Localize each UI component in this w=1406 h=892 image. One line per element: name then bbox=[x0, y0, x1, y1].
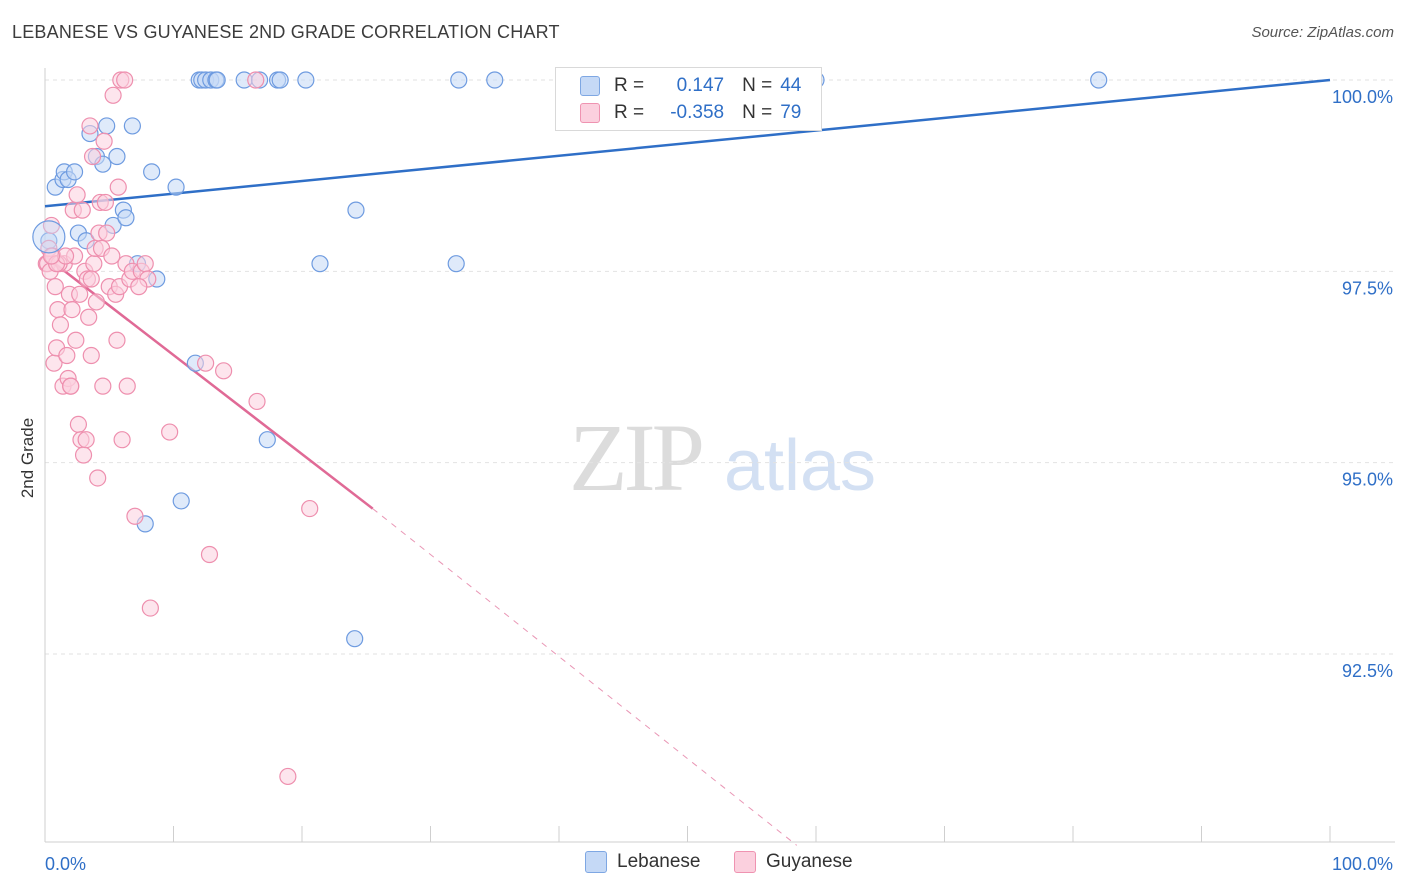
guyanese-point bbox=[96, 193, 114, 212]
guyanese-point bbox=[247, 71, 265, 89]
guyanese-trend-extension bbox=[372, 508, 798, 846]
guyanese-point bbox=[103, 247, 121, 265]
lebanese-point bbox=[208, 71, 226, 89]
legend-item-guyanese[interactable]: Guyanese bbox=[734, 851, 853, 873]
guyanese-point bbox=[67, 331, 85, 349]
guyanese-point bbox=[109, 178, 127, 196]
legend-row-guyanese: R = -0.358 N = 79 bbox=[580, 100, 801, 126]
lebanese-point bbox=[108, 147, 126, 166]
lebanese-point bbox=[143, 163, 161, 181]
x-tick-label: 0.0% bbox=[45, 854, 86, 874]
guyanese-point bbox=[301, 499, 319, 518]
guyanese-point bbox=[215, 362, 233, 380]
r-label: R = bbox=[614, 75, 645, 96]
lebanese-point bbox=[297, 71, 315, 89]
n-label: N = bbox=[742, 75, 773, 96]
lebanese-point bbox=[271, 71, 289, 89]
guyanese-point bbox=[77, 431, 95, 449]
lebanese-point bbox=[346, 630, 364, 648]
chart-title: LEBANESE VS GUYANESE 2ND GRADE CORRELATI… bbox=[12, 22, 560, 42]
guyanese-point bbox=[108, 331, 126, 349]
guyanese-point bbox=[71, 285, 89, 303]
guyanese-point bbox=[248, 392, 266, 411]
lebanese-point bbox=[172, 492, 190, 510]
y-tick-label: 97.5% bbox=[1342, 278, 1393, 298]
guyanese-point bbox=[63, 301, 81, 319]
lebanese-point bbox=[32, 220, 66, 254]
guyanese-point bbox=[136, 255, 154, 273]
guyanese-point bbox=[113, 431, 131, 449]
r-value: -0.358 bbox=[670, 102, 725, 123]
series-legend: Lebanese Guyanese bbox=[0, 851, 1406, 879]
lebanese-point bbox=[123, 117, 141, 135]
guyanese-swatch bbox=[580, 103, 600, 123]
lebanese-point bbox=[447, 255, 465, 273]
y-tick-label: 95.0% bbox=[1342, 470, 1393, 490]
guyanese-point bbox=[85, 255, 103, 273]
n-value: 79 bbox=[780, 102, 802, 123]
guyanese-point bbox=[82, 346, 100, 365]
lebanese-point bbox=[167, 178, 185, 196]
lebanese-point bbox=[486, 71, 504, 89]
lebanese-point bbox=[347, 201, 365, 219]
correlation-legend: R = 0.147 N = 44 R = -0.358 N = 79 bbox=[555, 67, 822, 131]
y-tick-label: 100.0% bbox=[1332, 87, 1393, 107]
guyanese-point bbox=[94, 377, 112, 395]
guyanese-point bbox=[98, 224, 116, 242]
guyanese-point bbox=[89, 469, 107, 487]
lebanese-point bbox=[117, 209, 135, 227]
guyanese-point bbox=[69, 415, 88, 433]
lebanese-point bbox=[1090, 71, 1108, 89]
guyanese-point bbox=[130, 278, 148, 296]
r-label: R = bbox=[614, 102, 645, 123]
guyanese-point bbox=[46, 278, 64, 296]
legend-item-lebanese[interactable]: Lebanese bbox=[585, 851, 700, 873]
watermark-zip: ZIP bbox=[569, 404, 702, 511]
lebanese-point bbox=[258, 431, 276, 449]
r-value: 0.147 bbox=[676, 75, 725, 96]
guyanese-point bbox=[118, 377, 136, 395]
guyanese-point bbox=[73, 201, 91, 219]
guyanese-point bbox=[197, 354, 215, 372]
lebanese-point bbox=[65, 163, 84, 181]
watermark-atlas: atlas bbox=[724, 426, 876, 506]
guyanese-point bbox=[161, 423, 179, 441]
legend-row-lebanese: R = 0.147 N = 44 bbox=[580, 73, 801, 99]
guyanese-point bbox=[87, 293, 106, 311]
n-value: 44 bbox=[780, 75, 802, 96]
legend-label-guyanese: Guyanese bbox=[766, 851, 853, 872]
guyanese-point bbox=[126, 507, 144, 525]
guyanese-point bbox=[104, 86, 122, 104]
legend-label-lebanese: Lebanese bbox=[617, 851, 701, 872]
guyanese-point bbox=[58, 346, 76, 365]
x-tick-label: 100.0% bbox=[1332, 854, 1393, 874]
guyanese-point bbox=[83, 147, 102, 166]
lebanese-point bbox=[98, 117, 116, 135]
lebanese-swatch bbox=[580, 76, 600, 96]
n-label: N = bbox=[742, 102, 773, 123]
lebanese-trend-line bbox=[44, 78, 1331, 208]
guyanese-point bbox=[51, 316, 70, 334]
y-tick-label: 92.5% bbox=[1342, 661, 1393, 681]
guyanese-point bbox=[116, 71, 134, 89]
lebanese-legend-swatch bbox=[585, 851, 607, 873]
chart-source: Source: ZipAtlas.com bbox=[1251, 24, 1394, 41]
lebanese-point bbox=[311, 255, 329, 273]
guyanese-point bbox=[95, 132, 113, 150]
guyanese-point bbox=[81, 117, 99, 135]
guyanese-point bbox=[68, 186, 86, 204]
guyanese-point bbox=[74, 446, 93, 464]
guyanese-point bbox=[200, 545, 219, 564]
guyanese-legend-swatch bbox=[734, 851, 756, 873]
guyanese-point bbox=[279, 767, 297, 786]
lebanese-point bbox=[450, 71, 468, 89]
guyanese-point bbox=[80, 308, 98, 326]
guyanese-point bbox=[62, 377, 80, 395]
guyanese-point bbox=[82, 270, 100, 288]
guyanese-point bbox=[141, 599, 159, 617]
